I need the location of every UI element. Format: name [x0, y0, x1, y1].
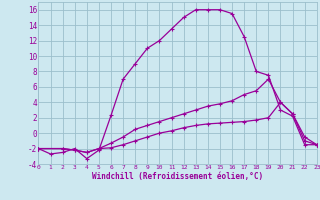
X-axis label: Windchill (Refroidissement éolien,°C): Windchill (Refroidissement éolien,°C)	[92, 172, 263, 181]
